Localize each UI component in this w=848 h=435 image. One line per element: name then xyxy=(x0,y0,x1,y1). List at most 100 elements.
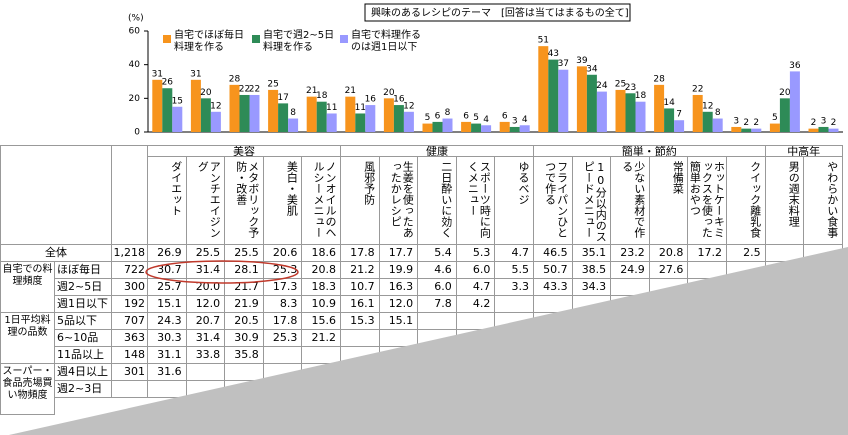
value-cell xyxy=(727,330,766,347)
value-cell: 21.9 xyxy=(225,296,264,313)
bar xyxy=(306,96,317,132)
value-cell xyxy=(765,262,805,279)
value-cell xyxy=(456,381,496,398)
value-label: 22 xyxy=(249,84,260,94)
value-label: 6 xyxy=(463,111,469,121)
value-cell xyxy=(379,381,419,398)
value-label: 28 xyxy=(229,74,241,84)
value-cell: 4.6 xyxy=(418,262,457,279)
value-cell xyxy=(765,330,805,347)
value-cell: 31.1 xyxy=(148,347,187,364)
bar xyxy=(288,118,299,132)
value-cell: 20.8 xyxy=(302,262,341,279)
bar xyxy=(625,93,636,132)
bar xyxy=(172,106,183,132)
bar xyxy=(558,69,569,132)
value-label: 2 xyxy=(811,118,817,128)
value-cell xyxy=(225,364,264,381)
value-cell: 2.5 xyxy=(727,245,766,262)
legend-label: 自宅で週2~5日料理を作る xyxy=(263,30,335,53)
value-label: 12 xyxy=(702,101,713,111)
value-cell: 6.0 xyxy=(456,262,496,279)
value-cell: 20.8 xyxy=(649,245,689,262)
row-label: 週2~5日 xyxy=(55,279,112,296)
value-label: 6 xyxy=(435,111,441,121)
value-cell: 10.7 xyxy=(341,279,380,296)
column-header-cell: 美白・美肌 xyxy=(263,157,303,245)
value-cell: 15.3 xyxy=(341,313,380,330)
value-cell: 50.7 xyxy=(534,262,573,279)
value-cell xyxy=(572,296,612,313)
value-cell xyxy=(649,296,689,313)
value-cell xyxy=(688,330,727,347)
value-label: 20 xyxy=(383,88,395,98)
value-cell: 25.3 xyxy=(263,262,303,279)
value-cell xyxy=(495,347,534,364)
value-cell xyxy=(611,347,650,364)
value-label: 51 xyxy=(538,36,549,46)
n-cell: 722 xyxy=(112,262,148,279)
value-cell xyxy=(727,381,766,398)
value-cell xyxy=(649,279,689,296)
bar xyxy=(509,126,520,132)
value-cell xyxy=(302,364,341,381)
value-cell xyxy=(688,279,727,296)
row-label: 週4日以上 xyxy=(55,364,112,381)
value-cell xyxy=(611,330,650,347)
value-cell xyxy=(804,313,843,330)
bar xyxy=(741,128,752,132)
bar xyxy=(249,94,260,132)
chart: 興味のあるレシピのテーマ [回答は当てはまるもの全て] (%) 0 20 40 60 3… xyxy=(128,3,843,138)
value-cell xyxy=(456,364,496,381)
value-label: 11 xyxy=(326,103,337,113)
value-cell xyxy=(341,347,380,364)
column-header: ホットケーキミックスを使った簡単おやつ xyxy=(688,161,726,238)
y-tick-label: 0 xyxy=(134,128,140,138)
value-cell xyxy=(727,279,766,296)
bar xyxy=(779,98,790,132)
value-cell xyxy=(186,381,226,398)
value-cell xyxy=(727,347,766,364)
legend-label: 自宅でほぼ毎日料理を作る xyxy=(174,30,244,53)
value-cell: 30.9 xyxy=(225,330,264,347)
column-header: フライパンひとつで作る xyxy=(543,161,569,238)
bar xyxy=(538,46,549,132)
legend-swatch xyxy=(252,35,260,43)
value-cell xyxy=(765,279,805,296)
value-cell: 28.1 xyxy=(225,262,264,279)
column-header: 少ない素材で作る xyxy=(620,161,646,238)
value-cell: 25.5 xyxy=(225,245,264,262)
value-cell xyxy=(765,381,805,398)
value-label: 12 xyxy=(403,101,414,111)
column-header: 男の週末料理 xyxy=(787,161,801,227)
value-cell: 7.8 xyxy=(418,296,457,313)
value-cell: 10.9 xyxy=(302,296,341,313)
value-cell xyxy=(495,296,534,313)
bar xyxy=(355,113,366,132)
group-header: 中高年 xyxy=(765,145,843,157)
value-label: 25 xyxy=(267,79,278,89)
value-cell xyxy=(688,381,727,398)
bar xyxy=(200,98,211,132)
column-header: 常備菜 xyxy=(671,161,685,194)
y-tick-label: 60 xyxy=(129,27,141,37)
bar xyxy=(615,89,626,132)
bar xyxy=(731,126,742,132)
header-blank xyxy=(0,145,112,245)
bar xyxy=(586,74,597,132)
value-cell xyxy=(341,330,380,347)
column-header-cell: ダイエット xyxy=(148,157,187,245)
value-cell xyxy=(688,347,727,364)
value-cell: 5.4 xyxy=(418,245,457,262)
value-cell: 35.1 xyxy=(572,245,612,262)
bar xyxy=(674,120,685,132)
value-cell xyxy=(495,313,534,330)
bar xyxy=(365,105,376,132)
value-cell: 20.6 xyxy=(263,245,303,262)
group-header: 美容 xyxy=(148,145,341,157)
n-cell: 192 xyxy=(112,296,148,313)
header-blank xyxy=(112,145,148,245)
value-cell: 16.3 xyxy=(379,279,419,296)
bar xyxy=(751,128,762,132)
value-cell xyxy=(611,364,650,381)
